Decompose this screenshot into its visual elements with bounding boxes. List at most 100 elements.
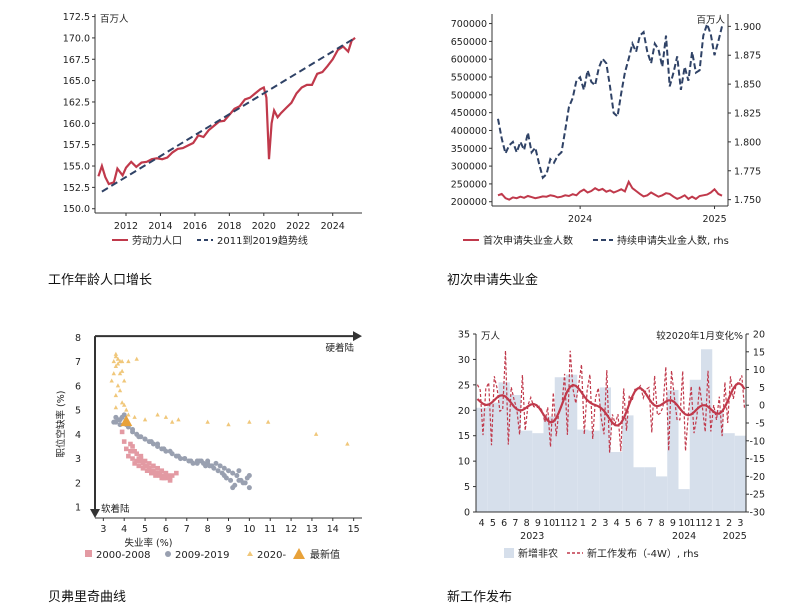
point-2020 — [163, 414, 169, 419]
point-2009-2019 — [148, 439, 154, 445]
bar-new-payrolls — [588, 430, 600, 512]
point-2009-2019 — [113, 419, 119, 425]
legend-trend: 2011到2019趋势线 — [217, 234, 308, 247]
point-2020 — [126, 359, 131, 364]
bar-new-payrolls — [543, 416, 555, 512]
point-2020 — [205, 419, 210, 424]
point-2009-2019 — [161, 446, 167, 452]
y-right-tick-label: 20 — [753, 330, 765, 341]
y-right-tick-label: 1.825 — [734, 109, 761, 120]
point-2020 — [122, 402, 127, 407]
legend-latest: 最新值 — [310, 548, 340, 561]
y-left-tick-label: 30 — [458, 355, 470, 366]
y-tick-label: 172.5 — [63, 12, 90, 23]
y-right-tick-label: 15 — [753, 347, 765, 358]
point-2020 — [115, 356, 121, 361]
point-2009-2019 — [228, 477, 234, 483]
x-tick-label: 10 — [543, 518, 555, 529]
y-tick-label: 4 — [75, 430, 81, 441]
point-2000-2008 — [155, 465, 160, 471]
bar-new-payrolls — [509, 395, 521, 512]
point-2009-2019 — [230, 485, 236, 491]
legend-labor-force: 劳动力人口 — [132, 234, 182, 247]
point-2009-2019 — [240, 480, 246, 486]
point-2009-2019 — [121, 412, 127, 418]
y-right-tick-label: 1.750 — [734, 195, 761, 206]
bar-new-payrolls — [644, 467, 656, 512]
y-tick-label: 2 — [75, 478, 81, 489]
legend-2009-2019: 2009-2019 — [175, 550, 230, 561]
point-2009-2019 — [236, 468, 242, 474]
point-2000-2008 — [157, 473, 162, 478]
point-2009-2019 — [221, 465, 227, 471]
x-tick-label: 1 — [580, 518, 586, 529]
point-2009-2019 — [246, 473, 252, 479]
caption-job-postings: 新工作发布 — [447, 590, 513, 605]
point-2009-2019 — [203, 463, 209, 469]
point-2020 — [119, 368, 125, 373]
bar-new-payrolls — [487, 402, 499, 512]
y-tick-label: 167.5 — [63, 55, 90, 66]
caption-initial-claims: 初次申请失业金 — [447, 273, 539, 288]
y-left-tick-label: 300000 — [451, 162, 487, 173]
y-left-tick-label: 15 — [458, 431, 470, 442]
point-2009-2019 — [142, 436, 148, 442]
x-tick-label: 4 — [121, 524, 127, 535]
y-axis-label: 职位空缺率 (%) — [55, 391, 67, 458]
x-tick-label: 12 — [566, 518, 578, 529]
point-2000-2008 — [128, 441, 133, 447]
series-trend — [101, 37, 356, 193]
point-2020 — [113, 392, 119, 398]
point-2020 — [113, 354, 119, 359]
series-continuing-claims — [497, 20, 723, 180]
legend-initial: 首次申请失业金人数 — [483, 234, 573, 247]
point-2009-2019 — [211, 465, 217, 471]
x-tick-label: 3 — [100, 524, 106, 535]
point-2009-2019 — [173, 453, 179, 459]
y-left-tick-label: 25 — [458, 380, 470, 391]
bar-new-payrolls — [633, 467, 645, 512]
x-axis-label: 失业率 (%) — [125, 537, 173, 549]
x-tick-label: 9 — [670, 518, 676, 529]
point-2009-2019 — [205, 458, 211, 464]
x-tick-label: 11 — [554, 518, 566, 529]
x-tick-label: 11 — [689, 518, 701, 529]
x-tick-label: 3 — [737, 518, 743, 529]
x-tick-label: 11 — [264, 524, 276, 535]
x-tick-label: 6 — [163, 524, 169, 535]
point-2000-2008 — [126, 453, 131, 459]
point-2000-2008 — [174, 470, 179, 476]
x-tick-label: 2025 — [702, 214, 726, 225]
point-2020 — [119, 400, 125, 405]
bar-new-payrolls — [622, 415, 634, 512]
point-2000-2008 — [146, 461, 152, 466]
point-2000-2008 — [151, 463, 156, 469]
y-right-tick-label: -20 — [749, 472, 765, 483]
y-tick-label: 165.0 — [63, 76, 90, 87]
x-tick-label: 12 — [285, 524, 297, 535]
y-left-tick-label: 35 — [458, 330, 470, 341]
point-2020 — [169, 419, 175, 424]
x-tick-label: 4 — [614, 518, 620, 529]
legend-swatch-latest — [293, 548, 305, 559]
point-2009-2019 — [236, 477, 242, 483]
point-2020 — [111, 371, 116, 376]
bar-new-payrolls — [498, 382, 510, 512]
x-tick-label: 7 — [184, 524, 190, 535]
y-left-tick-label: 250000 — [451, 179, 487, 190]
legend-swatch-2000-2008 — [85, 550, 92, 557]
legend-swatch-payrolls — [504, 548, 514, 558]
legend-continuing: 持续申请失业金人数, rhs — [617, 234, 729, 247]
point-2000-2008 — [167, 475, 173, 481]
chart-job-postings: 35 30 25 20 15 10 5 0 20 15 10 5 0 -5 -10 -15 -20 -25 -30 万… — [400, 320, 802, 575]
bar-new-payrolls — [599, 387, 611, 512]
legend-swatch-2009-2019 — [165, 551, 171, 557]
legend-postings: 新工作发布（-4W）, rhs — [587, 547, 699, 560]
point-2009-2019 — [215, 468, 221, 474]
x-tick-label: 2016 — [183, 221, 207, 232]
series-job-postings-4w — [476, 382, 746, 427]
point-2009-2019 — [207, 463, 213, 469]
y-right-tick-label: 1.775 — [734, 166, 761, 177]
series-labor-force — [97, 37, 356, 186]
chart-labor-force: 172.5 170.0 167.5 165.0 162.5 160.0 157.5 155.0… — [0, 0, 400, 260]
